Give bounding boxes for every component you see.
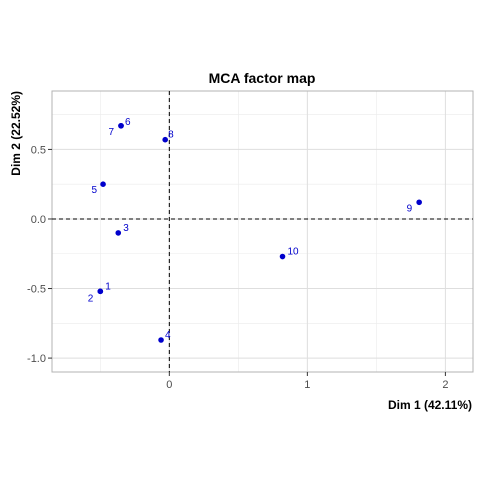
data-point-label-7: 7 — [108, 127, 114, 138]
y-tick-label: 0.0 — [31, 214, 46, 226]
x-axis-label: Dim 1 (42.11%) — [388, 398, 472, 412]
y-axis-label: Dim 2 (22.52%) — [9, 91, 23, 176]
data-point-label-2: 2 — [88, 293, 94, 304]
data-point-5 — [100, 181, 106, 187]
data-point-label-8: 8 — [168, 130, 174, 141]
data-point-label-4: 4 — [165, 330, 171, 341]
x-tick-label: 0 — [166, 379, 172, 391]
data-point-label-9: 9 — [407, 203, 413, 214]
data-point-8 — [162, 137, 168, 143]
chart-title: MCA factor map — [209, 70, 316, 86]
data-point-9 — [416, 199, 422, 205]
data-point-label-1: 1 — [105, 281, 111, 292]
x-tick-label: 1 — [304, 379, 310, 391]
data-point-3 — [115, 230, 121, 236]
data-point-label-6: 6 — [125, 117, 131, 128]
data-point-label-10: 10 — [288, 247, 300, 258]
data-point-10 — [280, 254, 286, 260]
y-tick-label: 0.5 — [31, 144, 46, 156]
data-point-2 — [98, 289, 104, 295]
data-point-label-3: 3 — [123, 223, 129, 234]
data-point-label-5: 5 — [92, 185, 98, 196]
data-point-4 — [158, 337, 164, 343]
data-point-7 — [118, 123, 124, 129]
y-tick-label: -0.5 — [27, 284, 46, 296]
x-tick-label: 2 — [442, 379, 448, 391]
y-tick-label: -1.0 — [27, 353, 46, 365]
